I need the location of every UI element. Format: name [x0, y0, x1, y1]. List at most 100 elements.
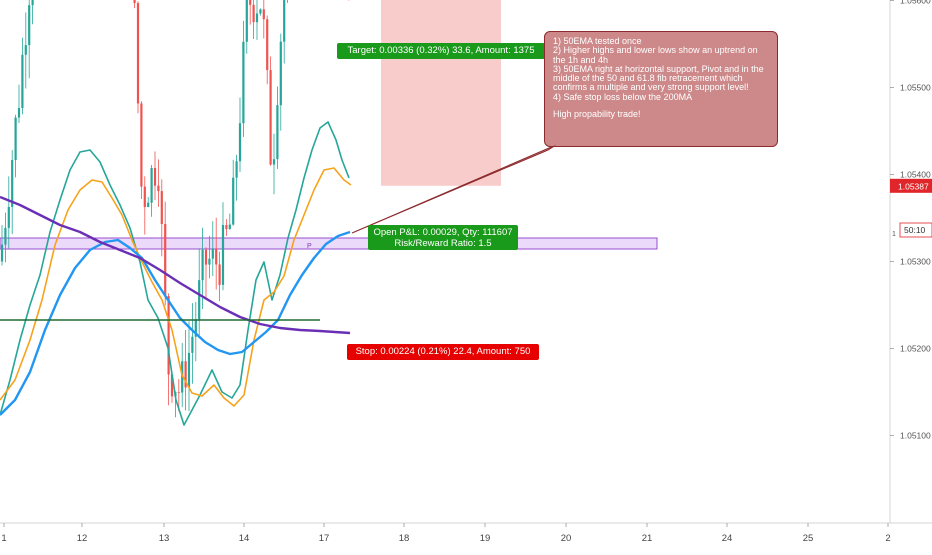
- time-axis: 1 12 13 14 17 18 19 20 21 24 25 2: [0, 522, 932, 544]
- candle-body: [24, 45, 27, 55]
- candle-body: [259, 9, 262, 14]
- target-label-bg: [337, 43, 545, 59]
- note-line: 4) Safe stop loss below the 200MA: [553, 91, 693, 102]
- candle-body: [28, 5, 31, 46]
- candle-body: [262, 9, 265, 20]
- candle-body: [184, 361, 187, 388]
- candle-body: [140, 103, 143, 187]
- candle-body: [170, 374, 174, 397]
- candle-body: [17, 108, 21, 118]
- candle-body: [225, 225, 228, 230]
- price-marker-text: 1.05387: [898, 181, 929, 191]
- target-label-text: Target: 0.00336 (0.32%) 33.6, Amount: 13…: [348, 45, 535, 56]
- price-tick-label: 1.05400: [900, 170, 931, 180]
- countdown-text: 50:10: [904, 225, 926, 235]
- candle-body: [133, 0, 136, 4]
- candle-body: [218, 264, 221, 285]
- note-line: 2) Higher highs and lower lows show an u…: [553, 45, 758, 65]
- candle-body: [283, 0, 286, 42]
- candle-body: [143, 186, 146, 208]
- candles: [0, 0, 350, 418]
- candle-body: [245, 0, 248, 42]
- time-tick-label: 21: [642, 533, 653, 544]
- note-line: High propability trade!: [553, 109, 641, 120]
- candle-body: [235, 161, 238, 178]
- price-tick-label: 1.05300: [900, 257, 931, 267]
- candle-body: [191, 336, 194, 353]
- pnl-label-text: Risk/Reward Ratio: 1.5: [394, 238, 491, 249]
- candle-body: [31, 0, 34, 6]
- trade-note-callout[interactable]: 1) 50EMA tested once 2) Higher highs and…: [544, 31, 778, 147]
- time-tick-label: 24: [722, 533, 733, 544]
- candle-body: [215, 248, 218, 265]
- candle-body: [211, 248, 214, 259]
- candle-body: [21, 54, 24, 109]
- candle-body: [150, 168, 153, 203]
- candle-body: [208, 258, 211, 265]
- candle-body: [249, 0, 252, 5]
- price-tick-label: 1.05500: [900, 83, 931, 93]
- candle-body: [204, 249, 208, 265]
- candle-body: [266, 19, 269, 71]
- candle-body: [269, 70, 272, 165]
- candle-body: [147, 202, 150, 208]
- pnl-label-text: Open P&L: 0.00029, Qty: 111607: [373, 227, 512, 238]
- candle-body: [279, 41, 282, 106]
- stop-zone: [381, 0, 501, 186]
- price-tick-label: 1.05600: [900, 0, 931, 6]
- ema-mid-line: [0, 167, 352, 407]
- candle-body: [242, 41, 245, 124]
- price-axis: 1.060001.059001.058001.057001.056001.055…: [889, 0, 932, 523]
- candle-body: [157, 185, 160, 192]
- drawings: Target: 0.00336 (0.32%) 33.6, Amount: 13…: [0, 43, 557, 360]
- candle-body: [194, 319, 197, 337]
- candle-body: [164, 223, 167, 297]
- candle-body: [7, 206, 10, 228]
- candle-body: [11, 160, 14, 207]
- time-tick-label: 2: [885, 533, 890, 544]
- candle-body: [0, 244, 4, 262]
- price-tick-label: 1.05100: [900, 431, 931, 441]
- target-label: Target: 0.00336 (0.32%) 33.6, Amount: 13…: [337, 43, 545, 59]
- time-tick-label: 14: [239, 533, 250, 544]
- candle-body: [198, 280, 201, 320]
- stop-label-text: Stop: 0.00224 (0.21%) 22.4, Amount: 750: [356, 346, 531, 357]
- candle-body: [255, 13, 259, 23]
- candle-body: [238, 123, 242, 162]
- candle-body: [167, 296, 170, 375]
- pivot-label: P: [307, 243, 312, 250]
- time-tick-label: 17: [319, 533, 330, 544]
- candle-body: [153, 168, 157, 186]
- candle-body: [160, 191, 163, 224]
- pnl-label-bg: [368, 225, 518, 250]
- candle-body: [136, 3, 140, 104]
- candle-body: [177, 392, 180, 394]
- candle-body: [272, 159, 276, 165]
- countdown-prefix: 1: [892, 231, 896, 238]
- stop-label-bg: [347, 344, 539, 360]
- note-line: 3) 50EMA right at horizontal support, Pi…: [553, 63, 764, 93]
- time-tick-label: 1: [1, 533, 6, 544]
- candle-body: [276, 105, 279, 160]
- countdown-box: [899, 222, 932, 238]
- candle-body: [228, 224, 231, 230]
- time-tick-label: 25: [803, 533, 814, 544]
- time-tick-label: 13: [159, 533, 170, 544]
- candle-body: [232, 177, 235, 225]
- time-tick-label: 19: [480, 533, 491, 544]
- candle-body: [4, 227, 7, 245]
- stop-label: Stop: 0.00224 (0.21%) 22.4, Amount: 750: [347, 344, 539, 360]
- candle-body: [252, 4, 255, 23]
- price-tick-label: 1.05200: [900, 344, 931, 354]
- ema50-line: [0, 230, 351, 416]
- note-line: 1) 50EMA tested once: [553, 36, 642, 46]
- time-tick-label: 18: [399, 533, 410, 544]
- candle-body: [201, 249, 204, 281]
- price-marker: [890, 178, 932, 193]
- candle-body: [14, 117, 17, 161]
- callout-pointer: [351, 144, 557, 234]
- candle-body: [187, 352, 191, 388]
- candle-body: [221, 225, 225, 285]
